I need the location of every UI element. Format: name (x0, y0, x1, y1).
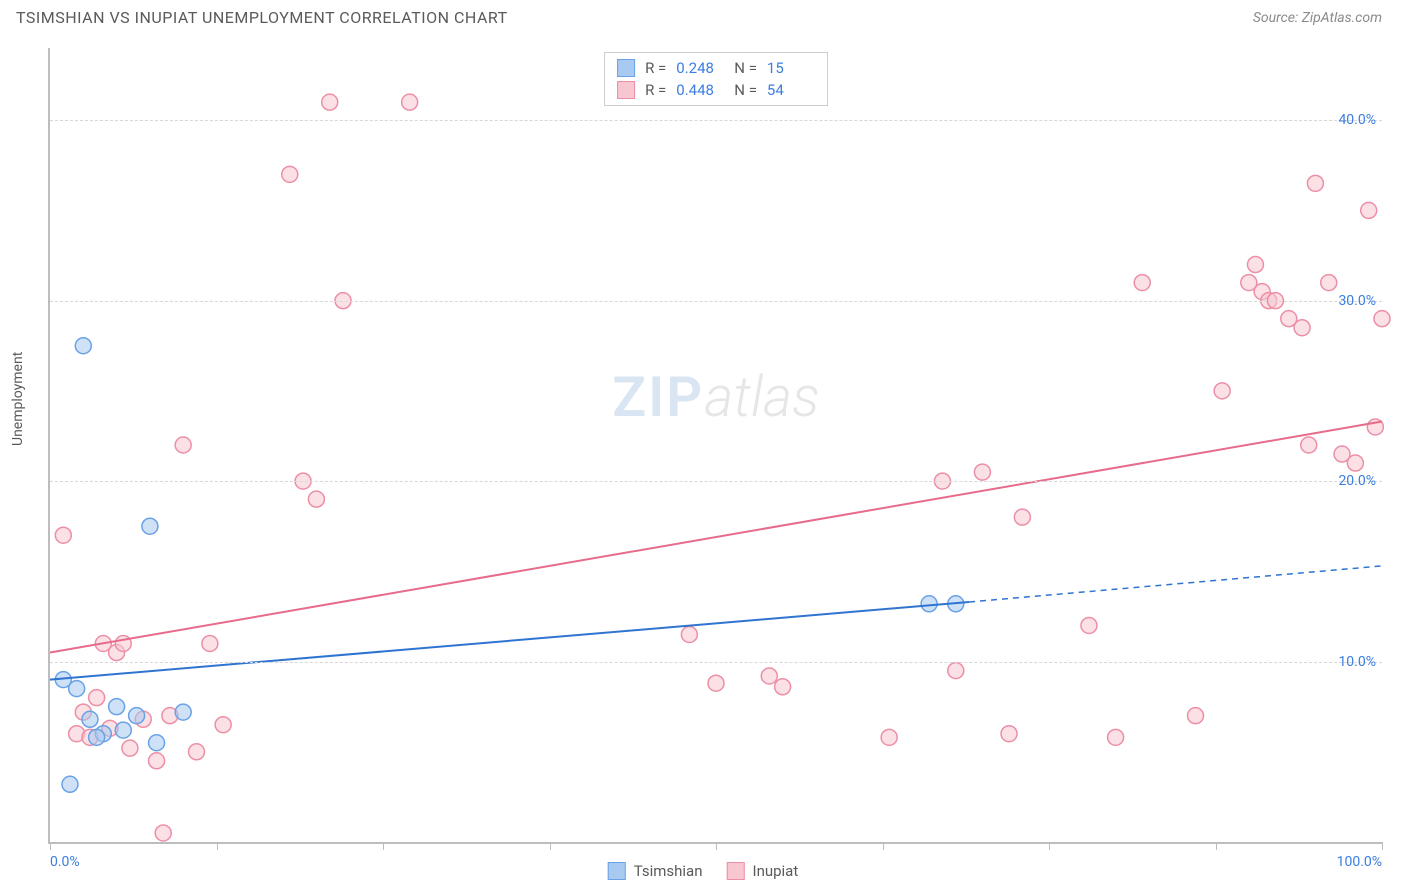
inupiat-point (1108, 729, 1124, 745)
inupiat-point (122, 740, 138, 756)
legend: Tsimshian Inupiat (608, 862, 799, 880)
tsimshian-swatch-icon (617, 59, 635, 77)
n-label: N = (734, 81, 757, 99)
tsimshian-point (142, 518, 158, 534)
inupiat-point (282, 166, 298, 182)
gridline (50, 481, 1382, 482)
inupiat-point (708, 675, 724, 691)
inupiat-r-value: 0.448 (676, 81, 724, 99)
r-label: R = (645, 59, 666, 77)
inupiat-point (1001, 726, 1017, 742)
tsimshian-point (75, 338, 91, 354)
x-tick (550, 842, 551, 850)
y-tick-label: 20.0% (1338, 473, 1376, 489)
tsimshian-point (62, 776, 78, 792)
tsimshian-trendline-ext (969, 566, 1382, 602)
inupiat-point (1374, 311, 1390, 327)
tsimshian-point (921, 596, 937, 612)
inupiat-point (402, 94, 418, 110)
inupiat-point (322, 94, 338, 110)
tsimshian-n-value: 15 (767, 59, 815, 77)
y-tick-label: 10.0% (1338, 654, 1376, 670)
inupiat-point (1081, 617, 1097, 633)
chart-area: ZIPatlas 10.0%20.0%30.0%40.0%0.0%100.0%R… (48, 48, 1382, 844)
stats-box: R = 0.248 N = 15 R = 0.448 N = 54 (604, 52, 828, 106)
inupiat-point (1307, 175, 1323, 191)
x-tick (217, 842, 218, 850)
legend-item-inupiat: Inupiat (726, 862, 798, 880)
inupiat-point (775, 679, 791, 695)
tsimshian-trendline (50, 602, 969, 680)
y-axis-label: Unemployment (10, 352, 26, 446)
inupiat-swatch-icon (617, 81, 635, 99)
gridline (50, 662, 1382, 663)
inupiat-point (155, 825, 171, 841)
inupiat-point (1247, 257, 1263, 273)
n-label: N = (734, 59, 757, 77)
plot-svg (50, 48, 1382, 842)
inupiat-point (1134, 275, 1150, 291)
x-tick (1382, 842, 1383, 850)
tsimshian-point (149, 735, 165, 751)
tsimshian-point (109, 699, 125, 715)
inupiat-n-value: 54 (767, 81, 815, 99)
inupiat-point (948, 663, 964, 679)
inupiat-point (202, 636, 218, 652)
x-tick-label: 100.0% (1337, 854, 1382, 870)
inupiat-point (681, 626, 697, 642)
inupiat-point (215, 717, 231, 733)
inupiat-point (1014, 509, 1030, 525)
inupiat-point (308, 491, 324, 507)
x-tick (716, 842, 717, 850)
inupiat-point (1361, 202, 1377, 218)
tsimshian-point (89, 729, 105, 745)
inupiat-point (1301, 437, 1317, 453)
inupiat-point (175, 437, 191, 453)
source-label: Source: ZipAtlas.com (1253, 10, 1382, 26)
tsimshian-point (129, 708, 145, 724)
inupiat-point (974, 464, 990, 480)
inupiat-point (881, 729, 897, 745)
inupiat-trendline (50, 422, 1382, 653)
y-tick-label: 40.0% (1338, 112, 1376, 128)
stats-row-inupiat: R = 0.448 N = 54 (617, 79, 815, 101)
inupiat-point (1188, 708, 1204, 724)
x-tick (50, 842, 51, 850)
inupiat-point (89, 690, 105, 706)
gridline (50, 301, 1382, 302)
x-tick (383, 842, 384, 850)
inupiat-point (55, 527, 71, 543)
r-label: R = (645, 81, 666, 99)
stats-row-tsimshian: R = 0.248 N = 15 (617, 57, 815, 79)
tsimshian-point (69, 681, 85, 697)
inupiat-point (1321, 275, 1337, 291)
gridline (50, 120, 1382, 121)
legend-item-tsimshian: Tsimshian (608, 862, 703, 880)
tsimshian-point (82, 711, 98, 727)
x-tick (883, 842, 884, 850)
swatch-inupiat (726, 862, 744, 880)
inupiat-point (1347, 455, 1363, 471)
legend-label-tsimshian: Tsimshian (634, 862, 703, 880)
x-tick (1216, 842, 1217, 850)
x-tick (1049, 842, 1050, 850)
tsimshian-r-value: 0.248 (676, 59, 724, 77)
tsimshian-point (175, 704, 191, 720)
x-tick-label: 0.0% (50, 854, 80, 870)
legend-label-inupiat: Inupiat (752, 862, 798, 880)
inupiat-point (189, 744, 205, 760)
tsimshian-point (115, 722, 131, 738)
inupiat-point (761, 668, 777, 684)
inupiat-point (1214, 383, 1230, 399)
inupiat-point (149, 753, 165, 769)
y-tick-label: 30.0% (1338, 293, 1376, 309)
swatch-tsimshian (608, 862, 626, 880)
chart-title: TSIMSHIAN VS INUPIAT UNEMPLOYMENT CORREL… (16, 8, 508, 27)
inupiat-point (1294, 320, 1310, 336)
